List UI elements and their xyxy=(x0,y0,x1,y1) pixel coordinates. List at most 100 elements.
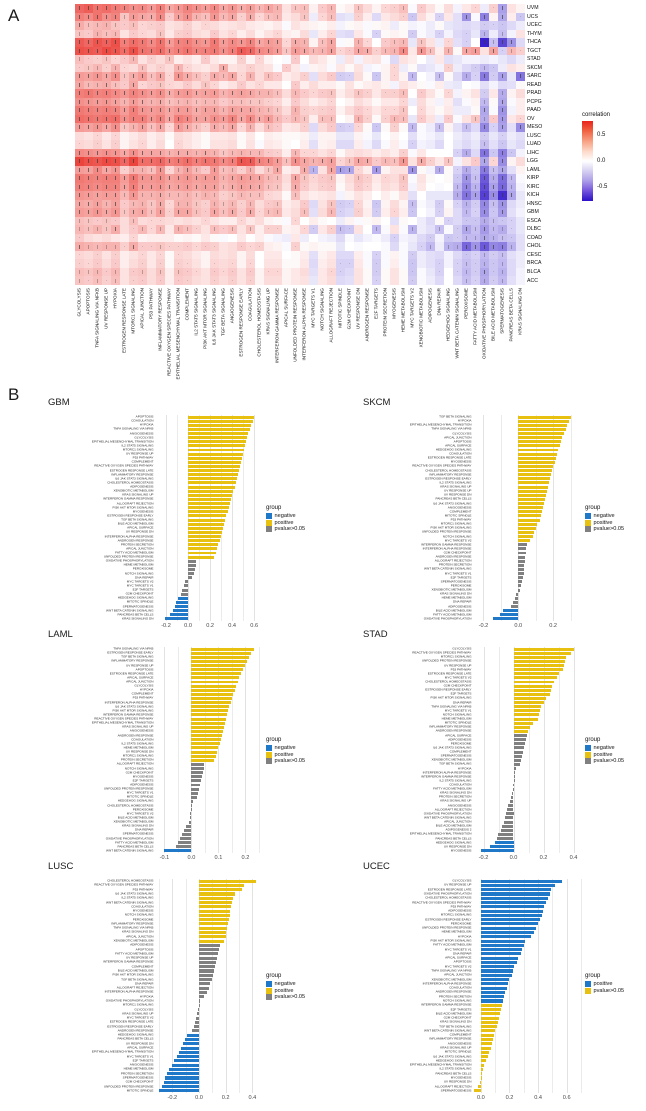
bar-row[interactable]: PI3K AKT MTOR SIGNALING xyxy=(113,973,263,977)
bar[interactable] xyxy=(186,824,192,828)
bar-row[interactable]: XENOBIOTIC METABOLISM xyxy=(114,939,263,943)
bar[interactable] xyxy=(518,588,521,592)
bar-row[interactable]: FATTY ACID METABOLISM xyxy=(115,840,263,845)
bar-row[interactable]: PI3K AKT MTOR SIGNALING xyxy=(431,526,581,530)
bar[interactable] xyxy=(513,721,533,725)
bar-row[interactable]: WNT BETA CATENIN SIGNALING xyxy=(106,608,263,613)
bar-row[interactable]: HEME METABOLISM xyxy=(442,717,581,721)
bar-row[interactable]: IL6 JAK STAT3 SIGNALING xyxy=(115,476,263,481)
bar[interactable] xyxy=(191,725,224,729)
bar-row[interactable]: PEROXISOME xyxy=(451,921,581,926)
bar[interactable] xyxy=(513,684,553,688)
bar[interactable] xyxy=(513,758,521,762)
bar[interactable] xyxy=(518,481,549,485)
bar-row[interactable]: ANDROGEN RESPONSE xyxy=(118,733,263,738)
bar[interactable] xyxy=(188,506,230,510)
bar[interactable] xyxy=(174,1059,199,1063)
bar[interactable] xyxy=(518,444,560,448)
bar-row[interactable]: MYOGENESIS xyxy=(133,774,263,779)
bar-row[interactable]: MYC TARGETS V1 xyxy=(445,571,581,576)
bar[interactable] xyxy=(191,742,220,746)
bar[interactable] xyxy=(181,1046,199,1050)
bar-row[interactable]: APICAL SURFACE xyxy=(127,526,263,530)
bar[interactable] xyxy=(191,692,234,696)
bar-row[interactable]: WNT BETA CATENIN SIGNALING xyxy=(106,848,263,853)
bar-row[interactable]: KRAS SIGNALING UP xyxy=(440,799,581,803)
bar[interactable] xyxy=(480,1012,500,1016)
bar[interactable] xyxy=(191,717,226,721)
bar[interactable] xyxy=(188,572,195,576)
bar[interactable] xyxy=(518,580,523,584)
bar-row[interactable]: CHOLESTEROL HOMEOSTASIS xyxy=(107,803,263,808)
bar-row[interactable]: PANCREAS BETA CELLS xyxy=(118,1037,263,1042)
bar[interactable] xyxy=(474,1089,481,1093)
bar-row[interactable]: MTORC1 SIGNALING xyxy=(441,655,581,659)
bar-row[interactable]: HYPOXIA xyxy=(140,994,263,999)
bar-row[interactable]: GLYCOLYSIS xyxy=(452,879,581,883)
bar-row[interactable]: EPITHELIAL MESENCHYMAL TRANSITION xyxy=(92,439,263,444)
bar-row[interactable]: HEME METABOLISM xyxy=(442,930,581,935)
bar[interactable] xyxy=(518,576,523,580)
bar[interactable] xyxy=(191,750,218,754)
bar[interactable] xyxy=(480,1029,496,1033)
bar-row[interactable]: COAGULATION xyxy=(449,986,581,990)
bar[interactable] xyxy=(191,659,247,663)
bar-row[interactable]: INTERFERON ALPHA RESPONSE xyxy=(423,546,581,551)
bar[interactable] xyxy=(518,456,556,460)
bar[interactable] xyxy=(513,651,572,655)
bar[interactable] xyxy=(191,791,198,795)
bar-row[interactable]: BILE ACID METABOLISM xyxy=(436,1011,581,1016)
bar-row[interactable]: GLYCOLYSIS xyxy=(452,647,581,651)
bar[interactable] xyxy=(161,1085,199,1089)
bar[interactable] xyxy=(513,783,514,787)
bar-row[interactable]: ANGIOGENESIS xyxy=(130,431,263,435)
bar-row[interactable]: INTERFERON ALPHA RESPONSE xyxy=(423,981,581,986)
bar-row[interactable]: MITOTIC SPINDLE xyxy=(127,1088,263,1093)
bar-row[interactable]: KRAS SIGNALING DN xyxy=(440,592,581,596)
bar[interactable] xyxy=(480,1025,497,1029)
bar[interactable] xyxy=(172,609,189,613)
bar-row[interactable]: IL6 JAK STAT3 SIGNALING xyxy=(433,501,581,506)
legend-item[interactable]: positive xyxy=(585,751,624,758)
bar-row[interactable]: INTERFERON ALPHA RESPONSE xyxy=(105,700,263,705)
bar[interactable] xyxy=(480,948,523,952)
bar[interactable] xyxy=(191,701,231,705)
bar-row[interactable]: ADIPOGENESIS xyxy=(130,943,263,947)
bar[interactable] xyxy=(480,918,540,922)
bar[interactable] xyxy=(518,477,550,481)
bar[interactable] xyxy=(480,1055,488,1059)
bar-row[interactable]: UV RESPONSE DN xyxy=(126,1041,263,1046)
bar-row[interactable]: MITOTIC SPINDLE xyxy=(445,721,581,725)
bar[interactable] xyxy=(191,787,199,791)
bar-row[interactable]: ESTROGEN RESPONSE EARLY xyxy=(107,513,263,518)
bar[interactable] xyxy=(480,995,505,999)
bar-row[interactable]: HEDGEHOG SIGNALING xyxy=(436,448,581,452)
bar[interactable] xyxy=(189,816,192,820)
bar[interactable] xyxy=(480,969,514,973)
bar[interactable] xyxy=(496,837,514,841)
bar-row[interactable]: KRAS SIGNALING UP xyxy=(440,1046,581,1050)
bar[interactable] xyxy=(188,465,241,468)
bar-row[interactable]: HEDGEHOG SIGNALING xyxy=(436,840,581,845)
bar[interactable] xyxy=(518,436,563,440)
legend-item[interactable]: negative xyxy=(266,981,305,987)
bar-row[interactable]: UV RESPONSE DN xyxy=(444,1080,581,1084)
bar[interactable] xyxy=(167,1072,199,1076)
bar-row[interactable]: INTERFERON ALPHA RESPONSE xyxy=(105,990,263,994)
bar[interactable] xyxy=(199,1003,200,1007)
bar-row[interactable]: HYPOXIA xyxy=(140,688,263,692)
bar[interactable] xyxy=(169,1067,199,1071)
bar-row[interactable]: APOPTOSIS xyxy=(136,667,263,672)
bar[interactable] xyxy=(518,469,553,473)
bar[interactable] xyxy=(480,913,542,917)
bar-row[interactable]: KRAS SIGNALING DN xyxy=(440,1020,581,1024)
bar[interactable] xyxy=(188,448,245,452)
bar-row[interactable]: PANCREAS BETA CELLS xyxy=(436,1071,581,1076)
bar[interactable] xyxy=(502,824,514,828)
bar-row[interactable]: ANGIOGENESIS xyxy=(448,803,581,808)
bar[interactable] xyxy=(500,828,514,832)
bar[interactable] xyxy=(513,750,523,754)
bar[interactable] xyxy=(513,779,514,783)
bar-row[interactable]: OXIDATIVE PHOSPHORYLATION xyxy=(106,559,263,563)
bar[interactable] xyxy=(510,605,519,609)
